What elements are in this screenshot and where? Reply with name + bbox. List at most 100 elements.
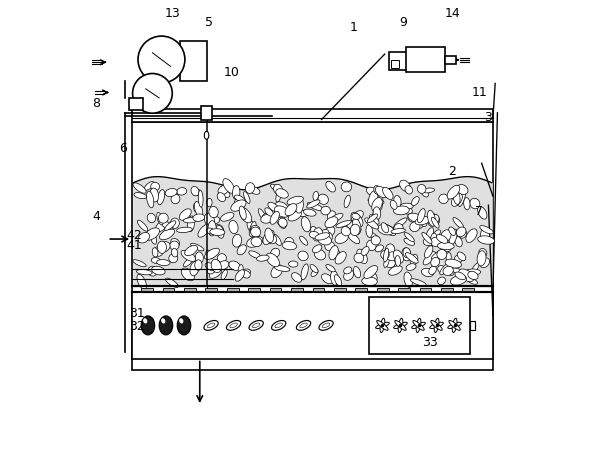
Ellipse shape: [431, 217, 439, 228]
Ellipse shape: [170, 241, 179, 250]
Ellipse shape: [451, 193, 462, 207]
Ellipse shape: [395, 256, 401, 267]
Ellipse shape: [352, 219, 361, 235]
Text: 8: 8: [92, 97, 100, 110]
Ellipse shape: [404, 238, 414, 245]
Ellipse shape: [381, 224, 396, 235]
Ellipse shape: [315, 249, 325, 260]
Ellipse shape: [154, 247, 163, 256]
Ellipse shape: [366, 230, 379, 240]
Ellipse shape: [405, 253, 418, 263]
Ellipse shape: [417, 209, 425, 223]
Ellipse shape: [431, 237, 441, 247]
Ellipse shape: [158, 213, 168, 223]
Ellipse shape: [155, 221, 167, 232]
Ellipse shape: [209, 207, 218, 218]
Ellipse shape: [179, 209, 191, 220]
Ellipse shape: [428, 213, 440, 224]
Ellipse shape: [206, 228, 215, 234]
Ellipse shape: [411, 322, 425, 328]
Ellipse shape: [177, 188, 187, 195]
Ellipse shape: [221, 212, 234, 221]
Ellipse shape: [398, 318, 403, 332]
Ellipse shape: [478, 236, 495, 244]
Ellipse shape: [422, 232, 432, 244]
Ellipse shape: [273, 234, 281, 245]
Ellipse shape: [399, 180, 410, 192]
Ellipse shape: [161, 318, 166, 323]
Ellipse shape: [249, 225, 255, 237]
Ellipse shape: [301, 217, 310, 232]
Ellipse shape: [422, 268, 434, 276]
Bar: [420, 288, 431, 291]
Bar: [270, 288, 282, 291]
Ellipse shape: [268, 202, 279, 212]
Ellipse shape: [371, 236, 380, 245]
Bar: [369, 297, 471, 354]
Ellipse shape: [447, 185, 460, 199]
Text: 14: 14: [444, 7, 460, 20]
Ellipse shape: [209, 268, 222, 278]
Ellipse shape: [251, 227, 261, 237]
Ellipse shape: [439, 194, 448, 203]
Ellipse shape: [246, 236, 263, 247]
Ellipse shape: [417, 184, 426, 193]
Ellipse shape: [271, 248, 280, 258]
Ellipse shape: [449, 229, 457, 245]
Ellipse shape: [221, 270, 227, 280]
Ellipse shape: [321, 206, 330, 215]
Ellipse shape: [218, 185, 229, 194]
Ellipse shape: [216, 226, 224, 238]
Ellipse shape: [386, 259, 395, 268]
Ellipse shape: [287, 196, 303, 205]
Ellipse shape: [188, 216, 194, 232]
Ellipse shape: [300, 323, 307, 328]
Bar: [206, 288, 217, 291]
Bar: [141, 288, 153, 291]
Ellipse shape: [323, 232, 332, 244]
Ellipse shape: [229, 221, 238, 234]
Ellipse shape: [152, 266, 165, 275]
Ellipse shape: [371, 272, 377, 281]
Ellipse shape: [270, 184, 282, 193]
Ellipse shape: [297, 210, 311, 216]
Ellipse shape: [141, 316, 155, 335]
Ellipse shape: [133, 183, 146, 193]
Ellipse shape: [265, 228, 273, 243]
Ellipse shape: [263, 230, 274, 244]
Ellipse shape: [480, 228, 490, 244]
Ellipse shape: [143, 318, 147, 323]
Ellipse shape: [420, 219, 427, 226]
Ellipse shape: [151, 258, 160, 263]
Text: 33: 33: [422, 336, 438, 349]
Ellipse shape: [383, 187, 393, 199]
Ellipse shape: [393, 196, 401, 207]
Ellipse shape: [265, 208, 273, 216]
Bar: [355, 288, 367, 291]
Ellipse shape: [420, 187, 428, 197]
Ellipse shape: [193, 189, 201, 196]
Ellipse shape: [235, 270, 245, 281]
Ellipse shape: [405, 186, 413, 194]
Bar: [201, 106, 212, 120]
Ellipse shape: [276, 191, 281, 202]
Text: 11: 11: [472, 86, 487, 99]
Ellipse shape: [459, 269, 474, 281]
Ellipse shape: [449, 321, 460, 330]
Ellipse shape: [438, 266, 447, 274]
Ellipse shape: [274, 206, 289, 217]
Ellipse shape: [431, 258, 440, 267]
Bar: [406, 47, 445, 72]
Bar: [132, 292, 493, 359]
Ellipse shape: [205, 263, 216, 271]
Ellipse shape: [380, 318, 385, 332]
Ellipse shape: [234, 195, 245, 202]
Text: 6: 6: [119, 143, 127, 155]
Ellipse shape: [453, 190, 460, 204]
Ellipse shape: [266, 234, 277, 244]
Ellipse shape: [372, 206, 379, 222]
Ellipse shape: [384, 256, 389, 267]
Ellipse shape: [322, 274, 333, 284]
Ellipse shape: [148, 266, 157, 276]
Ellipse shape: [311, 226, 318, 236]
